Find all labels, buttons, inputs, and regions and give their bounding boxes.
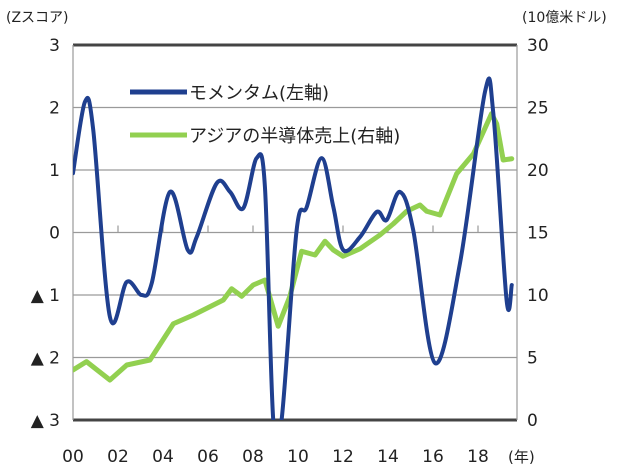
right-tick-label: 5 <box>527 349 538 369</box>
x-tick-label: 04 <box>152 447 174 467</box>
right-tick-label: 0 <box>527 411 538 431</box>
right-tick-label: 15 <box>527 224 549 244</box>
x-tick-label: 14 <box>377 447 399 467</box>
x-tick-label: 02 <box>107 447 129 467</box>
left-axis-title: (Zスコア) <box>6 10 69 26</box>
x-tick-label: 16 <box>422 447 444 467</box>
x-tick-label: 10 <box>287 447 309 467</box>
x-tick-label: 06 <box>197 447 219 467</box>
x-tick-label: 18 <box>467 447 489 467</box>
right-tick-label: 25 <box>527 99 549 119</box>
semiconductor-sales-series-line <box>73 111 515 383</box>
x-tick-label: 00 <box>62 447 84 467</box>
x-tick-label: 12 <box>332 447 354 467</box>
right-tick-label: 10 <box>527 286 549 306</box>
x-tick-label: 08 <box>242 447 264 467</box>
left-tick-label: ▲ 1 <box>31 286 60 306</box>
momentum-series-line <box>73 76 514 420</box>
right-axis-title: (10億米ドル) <box>522 10 607 26</box>
right-tick-label: 20 <box>527 161 549 181</box>
left-tick-label: 2 <box>49 99 60 119</box>
legend-label-momentum: モメンタム(左軸) <box>189 83 329 104</box>
series-lines <box>73 76 515 420</box>
plot-frame <box>72 43 518 422</box>
legend-label-semiconductor: アジアの半導体売上(右軸) <box>189 126 400 147</box>
legend: モメンタム(左軸) アジアの半導体売上(右軸) <box>130 83 400 147</box>
x-unit-label: (年) <box>508 448 535 466</box>
left-tick-label: 0 <box>49 224 60 244</box>
right-tick-label: 30 <box>527 36 549 56</box>
left-tick-label: 1 <box>49 161 60 181</box>
left-tick-label: ▲ 2 <box>31 349 60 369</box>
left-tick-label: ▲ 3 <box>31 411 60 431</box>
left-tick-label: 3 <box>49 36 60 56</box>
